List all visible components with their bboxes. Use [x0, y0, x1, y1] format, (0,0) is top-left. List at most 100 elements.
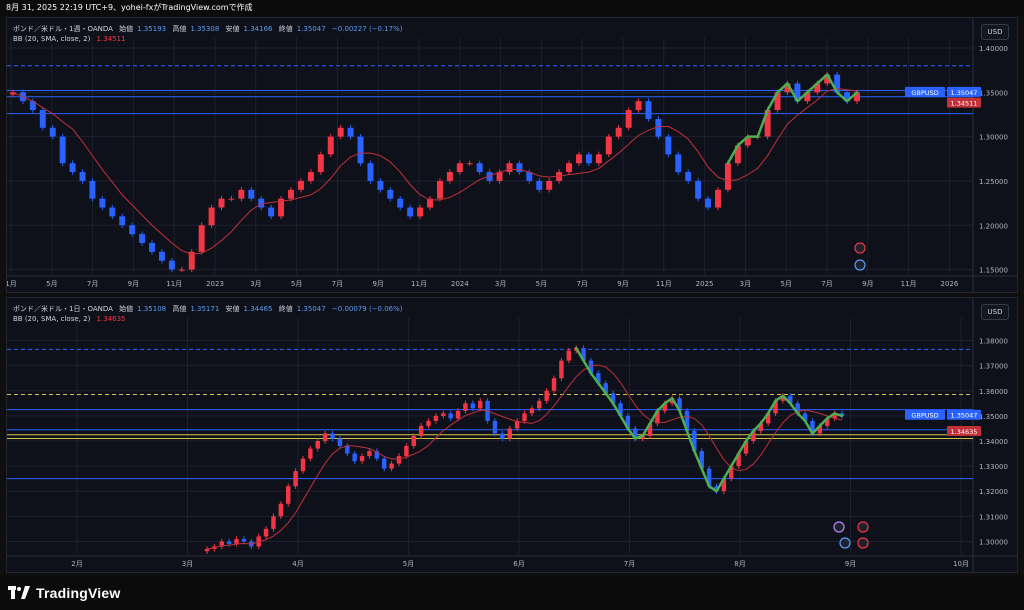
candle-body — [699, 451, 704, 469]
candle-body — [407, 207, 414, 217]
tradingview-brand: TradingView — [36, 585, 121, 601]
candle-body — [526, 172, 533, 181]
candle-body — [119, 216, 126, 226]
candle-body — [69, 163, 76, 173]
weekly-bb-value: 1.34511 — [96, 35, 126, 43]
candle-body — [389, 463, 394, 469]
candle-body — [470, 403, 476, 409]
candle-body — [381, 458, 387, 469]
candle-body — [188, 251, 195, 270]
candle-body — [456, 163, 463, 173]
weekly-bb-label[interactable]: BB (20, SMA, close, 2) — [13, 35, 91, 43]
candle-body — [834, 74, 841, 93]
highlight-drawing — [726, 73, 859, 165]
candle-body — [129, 225, 136, 235]
candle-body — [263, 528, 269, 537]
candle-body — [595, 154, 602, 164]
time-tick-label: 9月 — [372, 280, 383, 288]
candle-body — [396, 456, 402, 464]
price-tick-label: 1.32000 — [979, 488, 1008, 496]
weekly-change-value: −0.00227 (−0.17%) — [331, 25, 403, 33]
weekly-currency-button[interactable]: USD — [981, 24, 1009, 40]
last-price-tag — [947, 86, 981, 97]
daily-bb-label[interactable]: BB (20, SMA, close, 2) — [13, 315, 91, 323]
candle-body — [625, 110, 632, 128]
time-tick-label: 9月 — [862, 280, 873, 288]
symbol-tag — [905, 409, 945, 420]
time-tick-label: 9月 — [617, 280, 628, 288]
candle-body — [588, 360, 594, 374]
daily-close-value: 1.35047 — [296, 305, 326, 313]
candle-body — [337, 127, 344, 137]
candle-body — [357, 136, 364, 164]
time-tick-label: 6月 — [513, 560, 524, 568]
candle-body — [139, 234, 146, 243]
event-flag-icon — [839, 537, 851, 549]
daily-symbol-title[interactable]: ポンド／米ドル・1日・OANDA — [13, 305, 113, 313]
price-tick-label: 1.30000 — [979, 134, 1008, 142]
weekly-chart-pane[interactable]: 1.40000 1.35000 1.30000 1.25000 1.20000 1.150… — [6, 17, 1018, 293]
candle-body — [684, 410, 690, 431]
daily-low-label: 安値 — [225, 305, 240, 313]
candle-body — [675, 154, 682, 173]
candle-body — [374, 451, 380, 459]
weekly-chart-canvas[interactable]: 1.40000 1.35000 1.30000 1.25000 1.20000 1.150… — [7, 18, 1017, 292]
price-tick-label: 1.35000 — [979, 89, 1008, 97]
candle-body — [544, 390, 549, 401]
candle-body — [529, 408, 535, 414]
bb-value-tag — [947, 97, 981, 108]
candle-body — [669, 398, 675, 404]
candle-body — [817, 425, 823, 434]
candle-body — [774, 92, 781, 111]
time-tick-label: 5月 — [291, 280, 302, 288]
candle-body — [411, 435, 416, 447]
daily-chart-pane[interactable]: 1.38000 1.37000 1.36000 1.35000 1.34000 1.330… — [6, 297, 1018, 573]
candle-body — [522, 413, 527, 421]
candle-body — [758, 423, 763, 431]
candle-body — [59, 136, 66, 164]
symbol-tag — [905, 86, 945, 97]
daily-open-value: 1.35108 — [137, 305, 167, 313]
time-tick-label: 7月 — [821, 280, 832, 288]
candle-body — [208, 207, 215, 226]
candle-body — [810, 420, 815, 434]
candle-body — [804, 92, 811, 102]
weekly-high-label: 高値 — [172, 25, 187, 33]
price-tick-label: 1.30000 — [979, 538, 1008, 546]
candle-body — [824, 74, 831, 84]
time-tick-label: 2023 — [206, 280, 224, 288]
event-flag-icon — [857, 537, 869, 549]
candle-body — [477, 400, 483, 409]
time-tick-label: 2024 — [451, 280, 469, 288]
time-tick-label: 4月 — [292, 560, 303, 568]
candle-body — [605, 136, 612, 155]
candle-body — [536, 180, 543, 190]
weekly-low-label: 安値 — [225, 25, 240, 33]
candle-body — [317, 154, 324, 173]
candle-body — [387, 189, 394, 199]
time-tick-label: 7月 — [332, 280, 343, 288]
candle-body — [784, 83, 791, 93]
symbol-tag-label: GBPUSD — [911, 89, 938, 97]
daily-chart-canvas[interactable]: 1.38000 1.37000 1.36000 1.35000 1.34000 1.330… — [7, 298, 1017, 572]
time-tick-label: 2026 — [940, 280, 958, 288]
tradingview-logo[interactable]: TradingView — [8, 584, 120, 602]
time-tick-label: 5月 — [403, 560, 414, 568]
candle-body — [204, 548, 210, 552]
candle-body — [507, 428, 512, 439]
candle-body — [705, 198, 712, 208]
candle-body — [286, 486, 291, 504]
candle-body — [109, 207, 116, 217]
candle-body — [695, 180, 702, 199]
candle-body — [258, 198, 265, 208]
weekly-open-label: 始値 — [119, 25, 134, 33]
last-price-tag-label: 1.35047 — [951, 89, 978, 97]
weekly-symbol-title[interactable]: ポンド／米ドル・1週・OANDA — [13, 25, 113, 33]
price-tick-label: 1.34000 — [979, 438, 1008, 446]
symbol-tag-label: GBPUSD — [911, 412, 938, 420]
time-tick-label: 1月 — [7, 280, 17, 288]
time-tick-label: 11月 — [656, 280, 672, 288]
daily-currency-button[interactable]: USD — [981, 304, 1009, 320]
candle-body — [751, 430, 756, 441]
footer-bar — [0, 576, 1024, 610]
